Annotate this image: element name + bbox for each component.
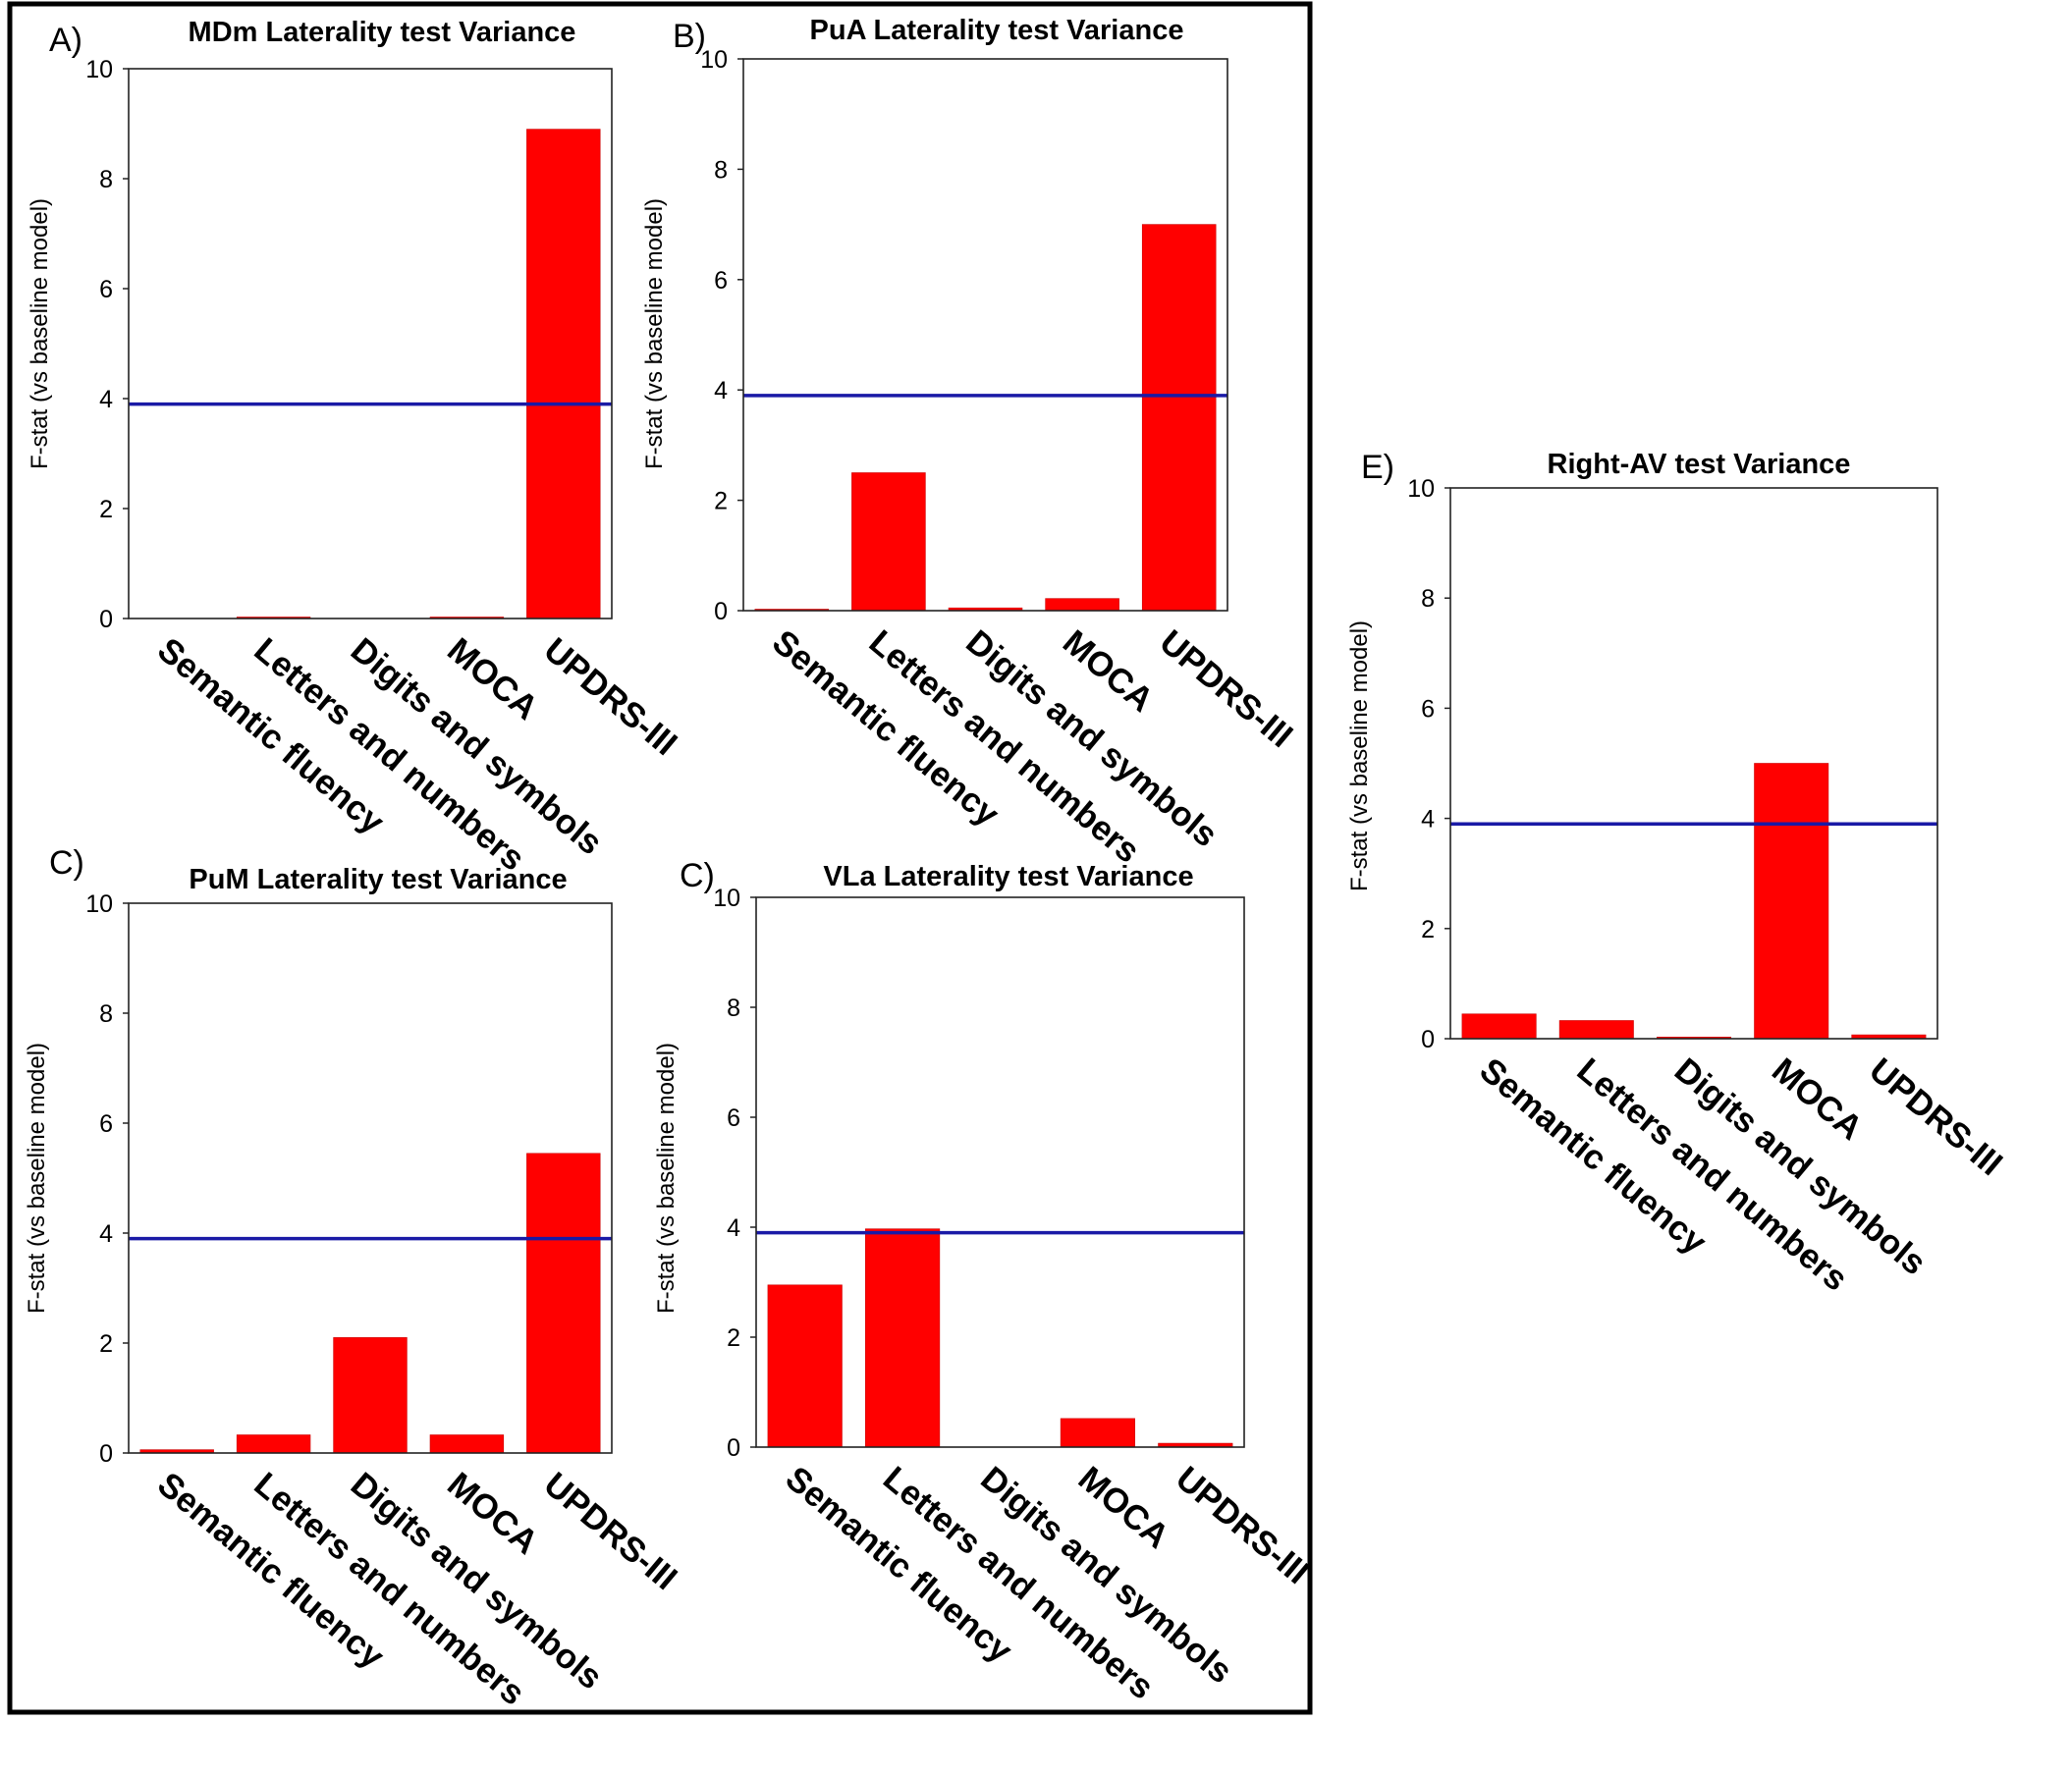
bar-moca — [1754, 763, 1829, 1040]
chart-title: VLa Laterality test Variance — [823, 861, 1193, 892]
y-tick-label: 0 — [714, 598, 728, 625]
y-tick-label: 0 — [99, 606, 113, 633]
y-axis-label: F-stat (vs baseline model) — [27, 198, 53, 469]
y-tick-label: 8 — [99, 166, 113, 193]
bar-updrs-iii — [1141, 224, 1217, 612]
y-tick-label: 6 — [99, 276, 113, 303]
y-tick-label: 4 — [1421, 806, 1435, 834]
bar-semantic-fluency — [1461, 1013, 1537, 1040]
panel-label: E) — [1361, 449, 1394, 486]
y-tick-label: 0 — [727, 1434, 740, 1462]
y-axis-label: F-stat (vs baseline model) — [641, 198, 668, 469]
panel-label: B) — [673, 18, 706, 55]
chart-panel-c1: C) PuM Laterality test Variance F-stat (vs… — [24, 844, 684, 1713]
y-tick-label: 10 — [85, 890, 113, 918]
x-tick-label: UPDRS-III — [537, 1465, 684, 1597]
bar-updrs-iii — [526, 129, 601, 619]
bar-moca — [429, 1434, 505, 1454]
y-axis-label: F-stat (vs baseline model) — [24, 1043, 50, 1314]
chart-title: PuM Laterality test Variance — [189, 864, 567, 895]
bar-letters-and-numbers — [1558, 1020, 1634, 1040]
y-axis-label: F-stat (vs baseline model) — [653, 1043, 680, 1314]
y-tick-label: 10 — [700, 46, 728, 74]
x-tick-label: UPDRS-III — [1862, 1050, 2009, 1183]
y-tick-label: 2 — [99, 496, 113, 523]
bar-letters-and-numbers — [851, 472, 926, 612]
y-tick-label: 10 — [85, 56, 113, 83]
plot-area-frame — [755, 896, 1245, 1448]
y-tick-label: 0 — [1421, 1026, 1435, 1053]
y-tick-label: 4 — [99, 1220, 113, 1248]
chart-panel-e: E) Right-AV test Variance F-stat (vs basel… — [1346, 449, 2009, 1299]
chart-panel-b: B) PuA Laterality test Variance F-stat (vs… — [641, 15, 1300, 871]
panels-frame — [7, 1, 1313, 1715]
bar-semantic-fluency — [767, 1284, 843, 1448]
plot-area-frame — [128, 902, 613, 1454]
y-tick-label: 4 — [727, 1214, 740, 1242]
y-tick-label: 6 — [99, 1110, 113, 1138]
plot-area-frame — [128, 68, 613, 619]
y-tick-label: 4 — [714, 377, 728, 404]
y-tick-label: 6 — [1421, 695, 1435, 723]
bar-digits-and-symbols — [333, 1337, 408, 1454]
panel-label: C) — [680, 857, 715, 894]
y-tick-label: 2 — [714, 488, 728, 515]
y-tick-label: 8 — [714, 156, 728, 184]
chart-panel-a: A) MDm Laterality test Variance F-stat (vs… — [27, 17, 684, 879]
chart-title: Right-AV test Variance — [1548, 449, 1851, 480]
x-tick-label: UPDRS-III — [537, 630, 684, 763]
y-tick-label: 10 — [713, 885, 740, 912]
y-tick-label: 8 — [1421, 585, 1435, 613]
y-tick-label: 8 — [99, 1000, 113, 1028]
panel-label: A) — [49, 22, 82, 59]
y-tick-label: 2 — [1421, 916, 1435, 943]
bar-moca — [1060, 1418, 1135, 1448]
x-tick-label: UPDRS-III — [1153, 622, 1300, 755]
chart-title: PuA Laterality test Variance — [810, 15, 1184, 46]
x-tick-label: UPDRS-III — [1169, 1459, 1316, 1591]
panel-label: C) — [49, 844, 84, 882]
plot-area-frame — [742, 58, 1228, 612]
y-tick-label: 2 — [727, 1324, 740, 1352]
bar-letters-and-numbers — [236, 1434, 311, 1454]
y-tick-label: 10 — [1407, 475, 1435, 503]
plot-area-frame — [1449, 487, 1938, 1040]
chart-panel-c2: C) VLa Laterality test Variance F-stat (vs… — [653, 857, 1316, 1707]
y-tick-label: 4 — [99, 386, 113, 413]
y-tick-label: 2 — [99, 1330, 113, 1358]
y-tick-label: 6 — [714, 267, 728, 295]
y-axis-label: F-stat (vs baseline model) — [1346, 620, 1373, 891]
y-tick-label: 8 — [727, 995, 740, 1022]
bar-letters-and-numbers — [865, 1228, 941, 1448]
bar-updrs-iii — [526, 1153, 601, 1454]
y-tick-label: 0 — [99, 1440, 113, 1468]
bar-moca — [1045, 598, 1119, 612]
y-tick-label: 6 — [727, 1104, 740, 1132]
chart-title: MDm Laterality test Variance — [189, 17, 576, 48]
